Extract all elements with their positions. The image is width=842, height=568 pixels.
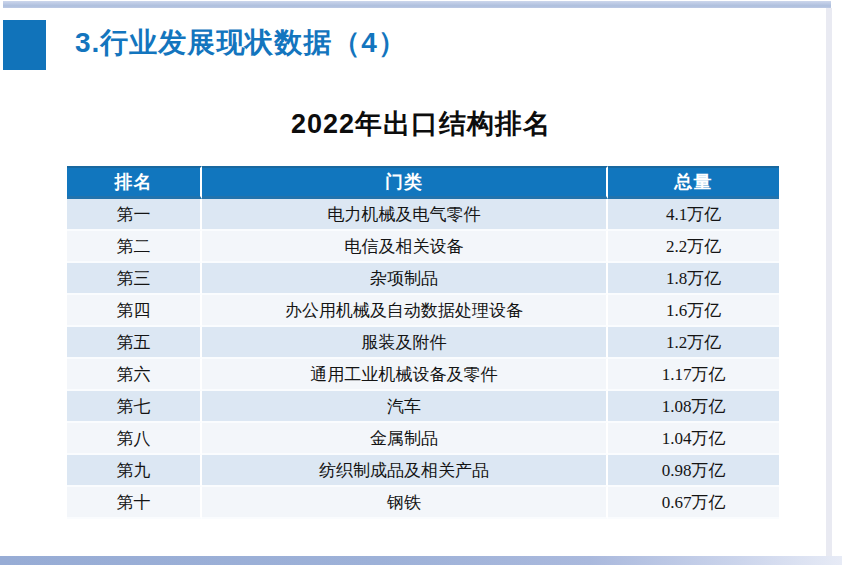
column-header-category: 门类 — [202, 166, 608, 199]
slide: { "page_title": "3.行业发展现状数据（4）", "table_… — [0, 0, 842, 568]
cell-category: 服装及附件 — [202, 327, 608, 359]
cell-category: 电信及相关设备 — [202, 231, 608, 263]
cell-total: 4.1万亿 — [608, 199, 779, 231]
cell-rank: 第九 — [67, 455, 202, 487]
table-row: 第一电力机械及电气零件4.1万亿 — [67, 199, 779, 231]
cell-total: 1.04万亿 — [608, 423, 779, 455]
cell-total: 2.2万亿 — [608, 231, 779, 263]
cell-total: 1.6万亿 — [608, 295, 779, 327]
cell-category: 金属制品 — [202, 423, 608, 455]
page-title: 3.行业发展现状数据（4） — [75, 26, 407, 60]
cell-category: 办公用机械及自动数据处理设备 — [202, 295, 608, 327]
table-row: 第三杂项制品1.8万亿 — [67, 263, 779, 295]
table-body: 第一电力机械及电气零件4.1万亿第二电信及相关设备2.2万亿第三杂项制品1.8万… — [67, 199, 779, 519]
table-row: 第八金属制品1.04万亿 — [67, 423, 779, 455]
cell-rank: 第三 — [67, 263, 202, 295]
bottom-accent-bar — [0, 556, 842, 565]
cell-total: 1.2万亿 — [608, 327, 779, 359]
cell-category: 钢铁 — [202, 487, 608, 519]
right-edge-strip — [826, 8, 832, 557]
table-row: 第十钢铁0.67万亿 — [67, 487, 779, 519]
table-row: 第二电信及相关设备2.2万亿 — [67, 231, 779, 263]
column-header-rank: 排名 — [67, 166, 202, 199]
cell-total: 1.08万亿 — [608, 391, 779, 423]
table-row: 第七汽车1.08万亿 — [67, 391, 779, 423]
table-row: 第五服装及附件1.2万亿 — [67, 327, 779, 359]
top-accent-bar — [3, 1, 831, 8]
cell-total: 1.8万亿 — [608, 263, 779, 295]
cell-rank: 第六 — [67, 359, 202, 391]
export-ranking-table: 排名门类总量 第一电力机械及电气零件4.1万亿第二电信及相关设备2.2万亿第三杂… — [67, 166, 779, 519]
cell-rank: 第五 — [67, 327, 202, 359]
table-row: 第六通用工业机械设备及零件1.17万亿 — [67, 359, 779, 391]
cell-category: 纺织制成品及相关产品 — [202, 455, 608, 487]
title-marker-square — [3, 20, 46, 70]
cell-rank: 第一 — [67, 199, 202, 231]
cell-total: 0.67万亿 — [608, 487, 779, 519]
table-header-row: 排名门类总量 — [67, 166, 779, 199]
cell-rank: 第二 — [67, 231, 202, 263]
column-header-total: 总量 — [608, 166, 779, 199]
table-title: 2022年出口结构排名 — [0, 106, 842, 142]
cell-category: 汽车 — [202, 391, 608, 423]
table-row: 第四办公用机械及自动数据处理设备1.6万亿 — [67, 295, 779, 327]
cell-category: 电力机械及电气零件 — [202, 199, 608, 231]
cell-rank: 第十 — [67, 487, 202, 519]
cell-category: 通用工业机械设备及零件 — [202, 359, 608, 391]
cell-rank: 第四 — [67, 295, 202, 327]
cell-rank: 第七 — [67, 391, 202, 423]
cell-total: 0.98万亿 — [608, 455, 779, 487]
cell-category: 杂项制品 — [202, 263, 608, 295]
cell-rank: 第八 — [67, 423, 202, 455]
table-row: 第九纺织制成品及相关产品0.98万亿 — [67, 455, 779, 487]
table-row: 排名门类总量 — [67, 166, 779, 199]
cell-total: 1.17万亿 — [608, 359, 779, 391]
